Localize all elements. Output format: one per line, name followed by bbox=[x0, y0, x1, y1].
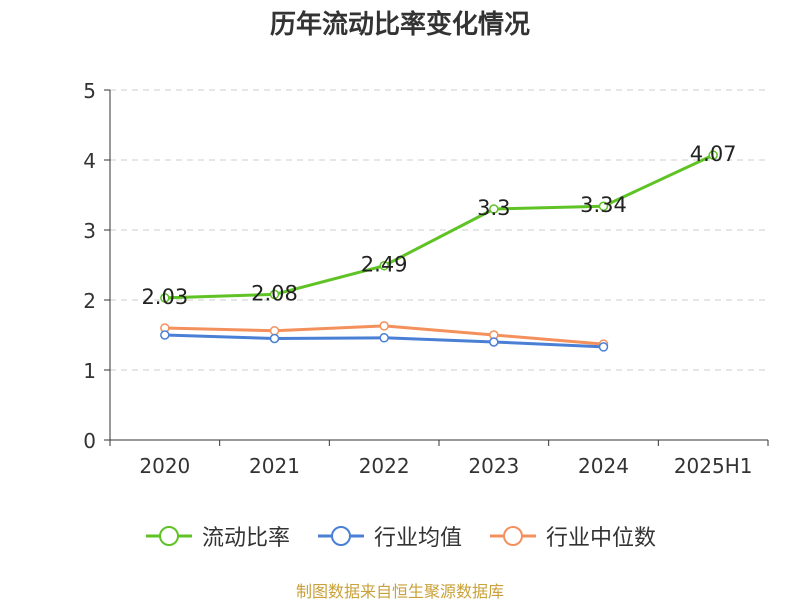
legend: 流动比率 行业均值 行业中位数 bbox=[0, 520, 800, 552]
y-tick-label: 2 bbox=[83, 289, 96, 313]
legend-item-2[interactable]: 行业中位数 bbox=[488, 520, 656, 552]
data-point bbox=[708, 150, 718, 160]
data-label: 4.07 bbox=[690, 142, 737, 166]
y-tick-label: 3 bbox=[83, 219, 96, 243]
data-label: 2.08 bbox=[251, 281, 298, 305]
x-tick-label: 2023 bbox=[468, 454, 519, 478]
y-tick-label: 5 bbox=[83, 79, 96, 103]
legend-label: 行业中位数 bbox=[546, 526, 657, 551]
data-point bbox=[160, 293, 170, 303]
data-point bbox=[269, 289, 280, 300]
series-lines bbox=[160, 150, 718, 352]
legend-label: 行业均值 bbox=[373, 526, 462, 551]
data-labels: 2.03 2.08 2.49 3.3 3.34 4.07 bbox=[141, 142, 736, 309]
y-tick-label: 0 bbox=[83, 429, 96, 453]
chart-title: 历年流动比率变化情况 bbox=[269, 10, 530, 40]
data-label: 3.34 bbox=[580, 193, 627, 217]
data-label: 2.49 bbox=[361, 253, 408, 277]
data-label: 2.03 bbox=[141, 285, 188, 309]
series-line-0 bbox=[164, 153, 714, 300]
data-label: 3.3 bbox=[477, 196, 510, 220]
data-point bbox=[160, 330, 170, 340]
x-tick-label: 2024 bbox=[578, 454, 629, 478]
y-tick-label: 4 bbox=[83, 149, 96, 173]
x-tick-label: 2025H1 bbox=[674, 454, 753, 478]
axes: 0 1 2 3 4 5 2020 2021 2022 2023 2024 2025H1 bbox=[83, 79, 769, 478]
data-point bbox=[379, 260, 389, 271]
data-point bbox=[489, 337, 499, 347]
x-tick-label: 2022 bbox=[359, 454, 410, 478]
data-point bbox=[269, 333, 280, 344]
source-note: 制图数据来自恒生聚源数据库 bbox=[295, 582, 504, 601]
legend-marker-icon bbox=[490, 526, 536, 546]
data-point bbox=[489, 204, 499, 214]
legend-item-0[interactable]: 流动比率 bbox=[144, 520, 290, 552]
legend-item-1[interactable]: 行业均值 bbox=[316, 520, 462, 552]
y-tick-label: 1 bbox=[83, 359, 96, 383]
legend-label: 流动比率 bbox=[201, 526, 290, 551]
data-point bbox=[269, 326, 280, 336]
legend-marker-icon bbox=[145, 526, 192, 546]
data-point bbox=[379, 333, 389, 343]
data-point bbox=[379, 321, 389, 331]
legend-marker-icon bbox=[317, 526, 364, 546]
data-point bbox=[598, 342, 609, 352]
data-point bbox=[598, 201, 609, 211]
x-tick-label: 2020 bbox=[139, 454, 190, 478]
x-tick-label: 2021 bbox=[249, 454, 300, 478]
